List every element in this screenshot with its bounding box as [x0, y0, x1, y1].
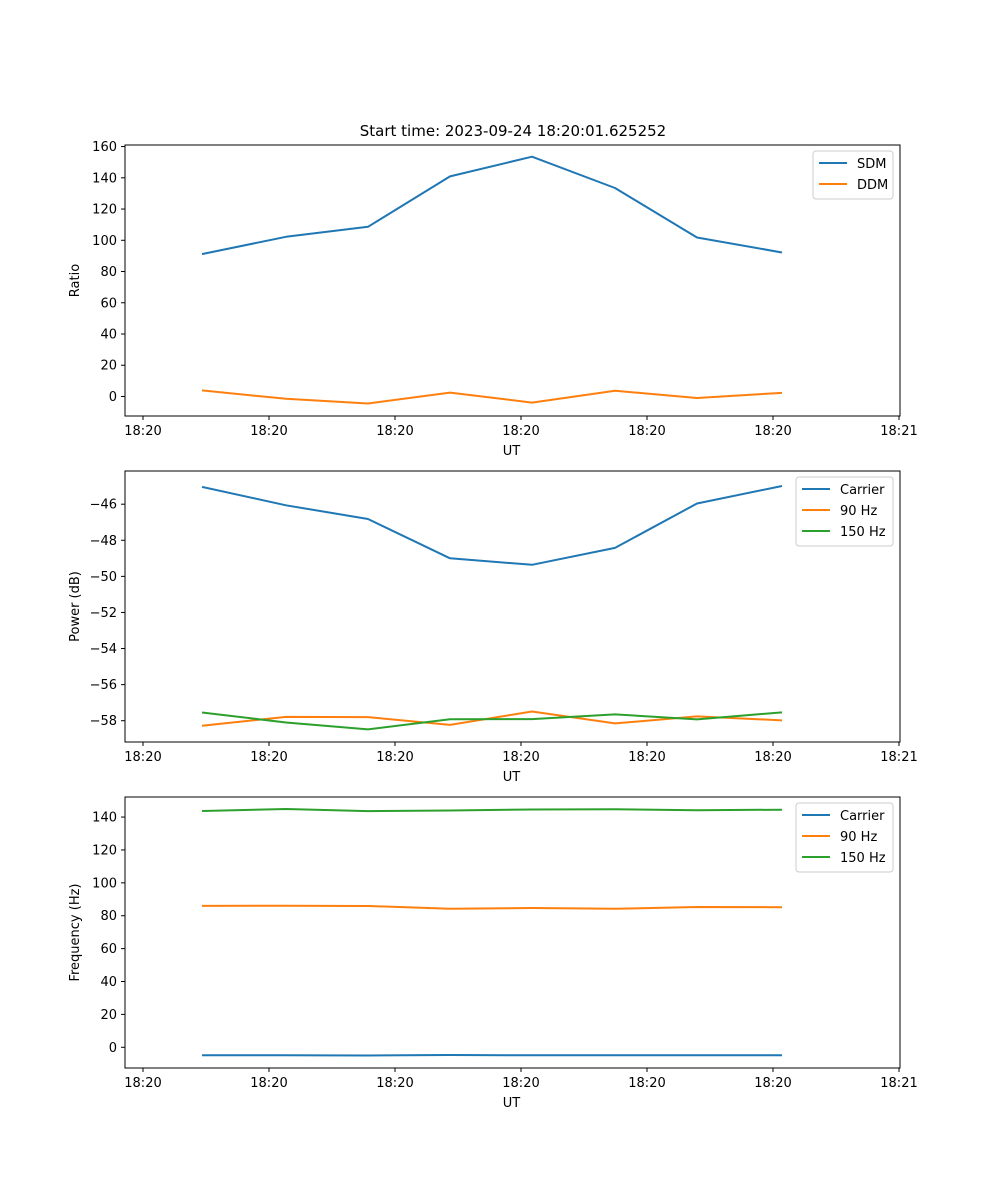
- x-tick-label: 18:20: [628, 1076, 665, 1091]
- y-axis-label: Frequency (Hz): [68, 883, 83, 981]
- x-tick-label: 18:20: [250, 750, 287, 765]
- y-axis-label: Ratio: [68, 264, 83, 297]
- legend-label: Carrier: [840, 809, 885, 824]
- series-line-sdm: [201, 155, 783, 256]
- legend-label: SDM: [857, 157, 886, 172]
- y-tick-label: −56: [90, 678, 117, 693]
- x-tick-label: 18:20: [628, 424, 665, 439]
- x-tick-label: 18:20: [124, 1076, 161, 1091]
- x-axis-label: UT: [503, 1096, 521, 1111]
- x-tick-label: 18:21: [880, 424, 917, 439]
- y-tick-label: 40: [100, 327, 117, 342]
- legend-label: 150 Hz: [840, 525, 886, 540]
- series-line-carrier: [202, 1054, 782, 1057]
- x-axis-label: UT: [503, 444, 521, 459]
- y-axis-label: Power (dB): [68, 571, 83, 642]
- x-tick-label: 18:20: [754, 750, 791, 765]
- x-tick-label: 18:20: [628, 750, 665, 765]
- legend: SDM DDM: [812, 150, 894, 200]
- y-tick-label: 80: [100, 909, 117, 924]
- x-tick-label: 18:20: [502, 750, 539, 765]
- figure-title: Start time: 2023-09-24 18:20:01.625252: [360, 122, 666, 140]
- plot-area-frame: [124, 144, 901, 417]
- legend-label: DDM: [857, 178, 888, 193]
- plot-area-frame: [124, 796, 901, 1069]
- y-tick-label: 0: [109, 390, 117, 405]
- x-tick-label: 18:20: [250, 424, 287, 439]
- y-tick-label: 120: [92, 203, 117, 218]
- y-tick-label: 140: [92, 171, 117, 186]
- series-line-ddm: [201, 389, 783, 405]
- y-tick-label: 60: [100, 942, 117, 957]
- x-tick-label: 18:20: [376, 750, 413, 765]
- y-tick-label: 100: [92, 876, 117, 891]
- y-tick-label: −52: [90, 606, 117, 621]
- series-line-150-hz: [201, 711, 783, 731]
- y-tick-label: 0: [109, 1041, 117, 1056]
- x-tick-label: 18:21: [880, 750, 917, 765]
- x-tick-label: 18:20: [124, 750, 161, 765]
- legend-box: [795, 802, 894, 873]
- y-tick-label: −50: [90, 570, 117, 585]
- legend-label: 90 Hz: [840, 504, 877, 519]
- y-tick-label: −54: [90, 642, 117, 657]
- x-tick-label: 18:20: [250, 1076, 287, 1091]
- x-tick-label: 18:20: [502, 1076, 539, 1091]
- legend-box: [795, 476, 894, 547]
- y-tick-label: 120: [92, 843, 117, 858]
- y-tick-label: 160: [92, 140, 117, 155]
- plot-area-frame: [124, 470, 901, 743]
- y-tick-label: 60: [100, 296, 117, 311]
- y-tick-label: −46: [90, 498, 117, 513]
- x-tick-label: 18:20: [754, 1076, 791, 1091]
- chart-panel-1: 0 20 40 60 80 100 120 140 160 18:20 18:20 18:20 18:2…: [68, 140, 918, 459]
- y-tick-label: 20: [100, 1008, 117, 1023]
- legend-label: Carrier: [840, 483, 885, 498]
- legend-label: 90 Hz: [840, 830, 877, 845]
- chart-panel-2: −58 −56 −54 −52 −50 −48 −46 18:20 18:20 18:20 18:2…: [68, 470, 918, 785]
- x-tick-label: 18:20: [376, 424, 413, 439]
- panels: 0 20 40 60 80 100 120 140 160 18:20 18:20 18:20 18:2…: [68, 140, 918, 1111]
- series-line-carrier: [201, 485, 783, 566]
- y-tick-label: 20: [100, 359, 117, 374]
- legend: Carrier 90 Hz 150 Hz: [795, 476, 894, 547]
- x-tick-label: 18:21: [880, 1076, 917, 1091]
- y-tick-label: −48: [90, 534, 117, 549]
- legend: Carrier 90 Hz 150 Hz: [795, 802, 894, 873]
- x-tick-label: 18:20: [754, 424, 791, 439]
- y-tick-label: 80: [100, 265, 117, 280]
- chart-panel-3: 0 20 40 60 80 100 120 140 18:20 18:20 18:20 18:20 18…: [68, 796, 918, 1111]
- x-tick-label: 18:20: [502, 424, 539, 439]
- y-tick-label: −58: [90, 714, 117, 729]
- y-tick-label: 140: [92, 811, 117, 826]
- series-line-150-hz: [201, 808, 783, 813]
- legend-label: 150 Hz: [840, 851, 886, 866]
- x-axis-label: UT: [503, 770, 521, 785]
- series-line-90-hz: [201, 904, 783, 910]
- x-tick-label: 18:20: [376, 1076, 413, 1091]
- x-tick-label: 18:20: [124, 424, 161, 439]
- y-tick-label: 40: [100, 975, 117, 990]
- y-tick-label: 100: [92, 234, 117, 249]
